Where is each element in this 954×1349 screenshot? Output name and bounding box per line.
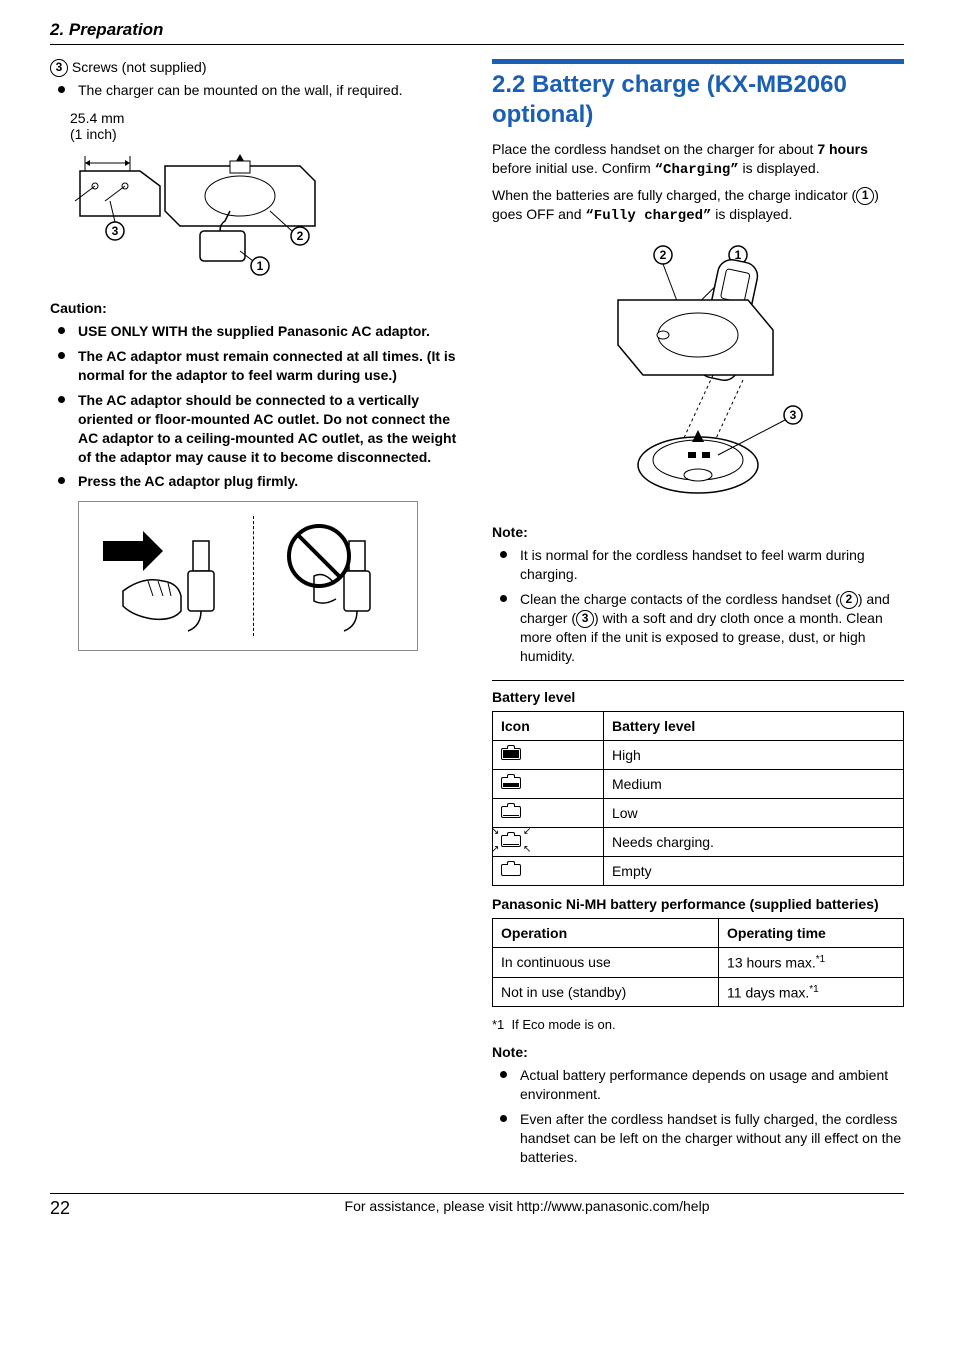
item3-sublist: The charger can be mounted on the wall, … (50, 81, 462, 100)
note1-item2: Clean the charge contacts of the cordles… (520, 590, 904, 666)
note1-item1: It is normal for the cordless handset to… (520, 546, 904, 584)
page-number: 22 (50, 1198, 70, 1219)
section-title: 2.2 Battery charge (KX-MB2060 optional) (492, 70, 904, 130)
figure-plug (78, 501, 462, 651)
item3-row: 3 Screws (not supplied) (50, 59, 462, 77)
note2-item1: Actual battery performance depends on us… (520, 1066, 904, 1104)
table-row: Operation Operating time (493, 919, 904, 948)
op-cell: In continuous use (493, 948, 719, 978)
table-row: ↘↙↗↖Needs charging. (493, 828, 904, 857)
battery-level-cell: Needs charging. (603, 828, 903, 857)
perf-heading: Panasonic Ni-MH battery performance (sup… (492, 896, 904, 912)
fig1-c1: 1 (257, 259, 264, 273)
battery-icon-cell (493, 857, 604, 886)
battery-level-cell: High (603, 741, 903, 770)
svg-text:3: 3 (790, 408, 797, 422)
note-heading-1: Note: (492, 524, 904, 540)
col-time: Operating time (719, 919, 904, 948)
content-columns: 3 Screws (not supplied) The charger can … (50, 59, 904, 1173)
page-footer: 22 For assistance, please visit http://w… (50, 1193, 904, 1219)
caution-2: The AC adaptor must remain connected at … (78, 347, 462, 385)
plug-correct-svg (93, 511, 243, 641)
table-row: Icon Battery level (493, 712, 904, 741)
footnote: *1 If Eco mode is on. (492, 1017, 904, 1032)
battery-icon-cell (493, 741, 604, 770)
circled-2-icon: 2 (840, 591, 858, 609)
fig1-dim-mm: 25.4 mm (70, 110, 124, 126)
battery-icon (501, 864, 521, 876)
item3-note: The charger can be mounted on the wall, … (78, 81, 462, 100)
table-row: In continuous use13 hours max.*1 (493, 948, 904, 978)
item3-label: Screws (not supplied) (72, 59, 207, 75)
note-list-1: It is normal for the cordless handset to… (492, 546, 904, 666)
battery-level-cell: Low (603, 799, 903, 828)
battery-icon (501, 748, 521, 760)
battery-icon-cell (493, 799, 604, 828)
perf-table: Operation Operating time In continuous u… (492, 918, 904, 1007)
battery-level-heading: Battery level (492, 689, 904, 705)
battery-icon-cell (493, 770, 604, 799)
battery-icon-cell: ↘↙↗↖ (493, 828, 604, 857)
circled-1-icon: 1 (856, 187, 874, 205)
caution-3: The AC adaptor should be connected to a … (78, 391, 462, 467)
page-header: 2. Preparation (50, 20, 904, 45)
wall-mount-svg: 3 2 1 (70, 146, 330, 286)
note-heading-2: Note: (492, 1044, 904, 1060)
figure-wall-mount: 25.4 mm (1 inch) (70, 110, 462, 286)
col-icon: Icon (493, 712, 604, 741)
fig1-c3: 3 (112, 224, 119, 238)
table-row: Low (493, 799, 904, 828)
fig1-dim-in: (1 inch) (70, 126, 117, 142)
op-cell: Not in use (standby) (493, 977, 719, 1007)
plug-wrong-svg (264, 511, 404, 641)
time-cell: 11 days max.*1 (719, 977, 904, 1007)
time-cell: 13 hours max.*1 (719, 948, 904, 978)
caution-heading: Caution: (50, 300, 462, 316)
battery-icon (501, 806, 521, 818)
caution-1: USE ONLY WITH the supplied Panasonic AC … (78, 322, 462, 341)
note-list-2: Actual battery performance depends on us… (492, 1066, 904, 1166)
divider (492, 680, 904, 681)
table-row: Empty (493, 857, 904, 886)
col-level: Battery level (603, 712, 903, 741)
fig1-c2: 2 (297, 229, 304, 243)
table-row: Medium (493, 770, 904, 799)
battery-level-table: Icon Battery level HighMediumLow↘↙↗↖Need… (492, 711, 904, 886)
intro-para-1: Place the cordless handset on the charge… (492, 140, 904, 180)
caution-list: USE ONLY WITH the supplied Panasonic AC … (50, 322, 462, 491)
table-row: Not in use (standby)11 days max.*1 (493, 977, 904, 1007)
svg-text:2: 2 (660, 248, 667, 262)
note2-item2: Even after the cordless handset is fully… (520, 1110, 904, 1167)
caution-4: Press the AC adaptor plug firmly. (78, 472, 462, 491)
charger-svg: 2 1 (548, 240, 848, 510)
battery-icon (501, 777, 521, 789)
figure-charger: 2 1 (492, 240, 904, 510)
circled-3b-icon: 3 (576, 610, 594, 628)
left-column: 3 Screws (not supplied) The charger can … (50, 59, 462, 1173)
right-column: 2.2 Battery charge (KX-MB2060 optional) … (492, 59, 904, 1173)
intro-para-2: When the batteries are fully charged, th… (492, 186, 904, 226)
accent-bar (492, 59, 904, 64)
battery-level-cell: Empty (603, 857, 903, 886)
battery-level-cell: Medium (603, 770, 903, 799)
col-op: Operation (493, 919, 719, 948)
footer-text: For assistance, please visit http://www.… (150, 1198, 904, 1219)
table-row: High (493, 741, 904, 770)
circled-3-icon: 3 (50, 59, 68, 77)
battery-icon (501, 835, 521, 847)
